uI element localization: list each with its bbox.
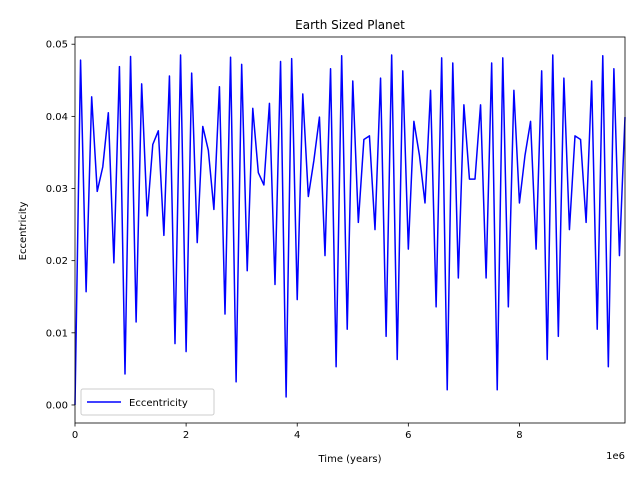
y-axis-ticks: 0.00 0.01 0.02 0.03 0.04 0.05 — [46, 40, 75, 411]
x-tick-label: 2 — [183, 430, 189, 441]
x-axis-offset-label: 1e6 — [606, 451, 625, 462]
y-tick-label: 0.04 — [46, 112, 68, 123]
chart-title: Earth Sized Planet — [295, 18, 405, 32]
y-axis-label: Eccentricity — [18, 202, 29, 261]
y-tick-label: 0.02 — [46, 256, 68, 267]
x-tick-label: 8 — [516, 430, 522, 441]
legend: Eccentricity — [80, 388, 215, 416]
y-tick-label: 0.01 — [46, 328, 68, 339]
x-tick-label: 0 — [72, 430, 78, 441]
y-tick-label: 0.03 — [46, 184, 68, 195]
y-tick-label: 0.00 — [46, 400, 68, 411]
axes-frame — [74, 36, 626, 424]
x-axis-label: Time (years) — [318, 454, 382, 465]
x-axis-ticks: 0 2 4 6 8 — [72, 423, 523, 441]
x-tick-label: 6 — [405, 430, 411, 441]
x-tick-label: 4 — [294, 430, 300, 441]
y-tick-label: 0.05 — [46, 40, 68, 51]
legend-label-eccentricity: Eccentricity — [129, 398, 188, 409]
plot-area — [74, 54, 626, 405]
legend-box — [80, 388, 215, 416]
series-line-eccentricity — [74, 54, 626, 405]
